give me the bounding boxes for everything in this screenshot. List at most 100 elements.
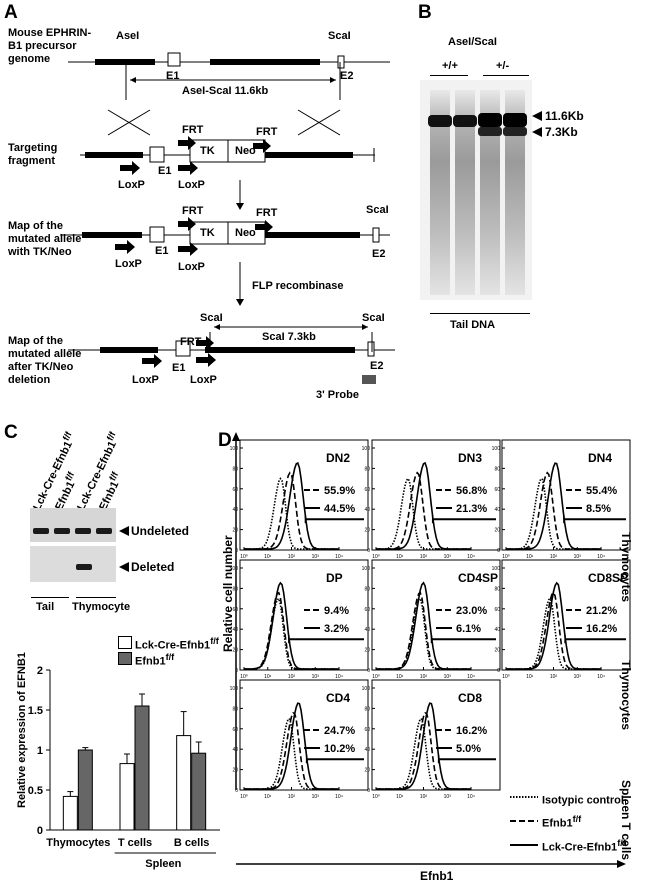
- flow-ytick-label: 0: [235, 788, 238, 794]
- flow-pct-solid: 8.5%: [586, 503, 611, 515]
- flow-pct-dashed: 55.4%: [586, 485, 617, 497]
- gel-arrows: [119, 526, 129, 572]
- flow-histogram-curve: [506, 462, 601, 550]
- deleted-label: Deleted: [131, 560, 175, 574]
- flow-xtick-label: 10²: [420, 554, 428, 560]
- flow-ytick-label: 0: [367, 788, 370, 794]
- scal-span: ScaI 7.3kb: [262, 331, 316, 343]
- lane-group-wt-bar: [430, 75, 468, 76]
- flow-ytick-label: 60: [494, 487, 500, 493]
- flow-panel-dp: 0 20 40 60 80 100 10⁰ 10¹ 10² 10³ 10⁴ DP 9.4% 3.2%: [230, 559, 369, 680]
- panel-a-label: A: [4, 2, 18, 23]
- flow-histogram-curve: [376, 702, 471, 790]
- flow-xtick-label: 10⁰: [240, 794, 248, 800]
- flow-xtick-label: 10¹: [396, 554, 404, 560]
- flow-ytick-label: 100: [230, 686, 239, 692]
- flow-pct-solid: 21.3%: [456, 503, 487, 515]
- scal-site-1: ScaI: [328, 30, 351, 42]
- flow-xtick-label: 10⁴: [467, 554, 475, 560]
- flow-panel-dn4: 0 20 40 60 80 100 10⁰ 10¹ 10² 10³ 10⁴ DN4 55.4% 8.5%: [492, 439, 631, 560]
- tail-dna-bar: [430, 313, 530, 314]
- flow-xtick-label: 10⁴: [597, 674, 605, 680]
- flow-pct-dashed: 9.4%: [324, 605, 349, 617]
- flow-panel-cd4sp: 0 20 40 60 80 100 10⁰ 10¹ 10² 10³ 10⁴ CD4SP 23.0% 6.1…: [362, 559, 501, 680]
- legend-swatch-efnb1: [118, 652, 132, 665]
- band-arrows: [532, 111, 542, 137]
- frt-label-1b: FRT: [256, 126, 278, 138]
- flow-xtick-label: 10⁰: [502, 554, 510, 560]
- targeting-label: Targeting fragment: [8, 142, 58, 167]
- flow-pct-dashed: 16.2%: [456, 725, 487, 737]
- targeting-diagram: [60, 52, 395, 384]
- flow-panel-dn3: 0 20 40 60 80 100 10⁰ 10¹ 10² 10³ 10⁴ DN3 56.8% 21.3%: [362, 439, 501, 560]
- flow-histogram-curve: [244, 461, 339, 550]
- flow-xtick-label: 10¹: [396, 794, 404, 800]
- flow-xtick-label: 10¹: [264, 674, 272, 680]
- e1-label-3: E1: [155, 245, 169, 257]
- flow-xlabel: Efnb1: [420, 869, 454, 883]
- pcr-gel: [30, 508, 116, 582]
- flow-xtick-label: 10¹: [526, 674, 534, 680]
- e1-label-1: E1: [166, 70, 180, 82]
- tk-label-2: TK: [200, 227, 215, 239]
- flow-pct-dashed: 56.8%: [456, 485, 487, 497]
- flow-panel-title: CD8SP: [588, 571, 628, 585]
- flow-ytick-label: 0: [367, 548, 370, 554]
- band-upper-label: 11.6Kb: [545, 109, 584, 123]
- mutated-label: Map of the mutated allele with TK/Neo: [8, 220, 82, 258]
- frt-label-1a: FRT: [182, 124, 204, 136]
- flow-xtick-label: 10⁴: [597, 554, 605, 560]
- flow-legend-isotype: Isotypic control: [542, 794, 624, 807]
- flow-legend-efnb1: Efnb1f/f: [542, 814, 582, 830]
- asel-site-1: AseI: [116, 30, 140, 42]
- flow-pct-solid: 3.2%: [324, 623, 349, 635]
- asel-scal-span: AseI-ScaI 11.6kb: [182, 85, 269, 97]
- flow-ytick-label: 40: [364, 507, 370, 513]
- flow-ytick-label: 0: [497, 548, 500, 554]
- scal-site-3: ScaI: [200, 312, 223, 324]
- loxp-label-3b: LoxP: [190, 374, 217, 386]
- flow-xtick-label: 10³: [574, 554, 582, 560]
- flow-x-axis-arrow: [617, 860, 626, 868]
- legend-label-efnb1: Efnb1f/f: [135, 652, 175, 668]
- flow-ytick-label: 100: [230, 566, 239, 572]
- neo-label-1: Neo: [235, 145, 256, 157]
- flow-panel-cd4: 0 20 40 60 80 100 10⁰ 10¹ 10² 10³ 10⁴ CD4 24.7% 10.2%: [230, 679, 369, 800]
- probe-label: 3' Probe: [316, 389, 359, 401]
- flow-xtick-label: 10²: [420, 794, 428, 800]
- flow-xtick-label: 10¹: [526, 554, 534, 560]
- flow-histogram-curve: [376, 461, 471, 550]
- flow-ytick-label: 100: [492, 446, 501, 452]
- bar-ytick-label: 0: [37, 825, 43, 837]
- flow-xtick-label: 10⁰: [372, 794, 380, 800]
- southern-blot: [420, 80, 532, 300]
- flow-xtick-label: 10²: [288, 554, 296, 560]
- flow-ytick-label: 60: [364, 487, 370, 493]
- bar-ytick-label: 2: [37, 665, 43, 677]
- band-lower-label: 7.3Kb: [545, 125, 578, 139]
- flow-panel-title: CD4SP: [458, 571, 498, 585]
- flow-pct-solid: 16.2%: [586, 623, 617, 635]
- tail-dna-label: Tail DNA: [450, 319, 496, 331]
- e2-label-2: E2: [372, 248, 386, 260]
- loxp-label-1a: LoxP: [118, 179, 145, 191]
- flow-xtick-label: 10³: [312, 674, 320, 680]
- flow-ytick-label: 40: [494, 627, 500, 633]
- flow-xtick-label: 10⁴: [467, 674, 475, 680]
- flow-ytick-label: 0: [497, 668, 500, 674]
- bar: [62, 795, 78, 831]
- frt-label-2a: FRT: [182, 205, 204, 217]
- bar-ytick-label: 1: [37, 745, 43, 757]
- gel-thymocyte-bar: [76, 597, 116, 598]
- bar-category-label: B cells: [174, 837, 209, 849]
- flp-label: FLP recombinase: [252, 280, 344, 292]
- flow-xtick-label: 10²: [288, 674, 296, 680]
- flow-legend-lck: Lck-Cre-Efnb1f/f: [542, 838, 626, 854]
- flow-pct-solid: 44.5%: [324, 503, 355, 515]
- flow-xtick-label: 10¹: [396, 674, 404, 680]
- flow-panel-frame: [371, 559, 501, 671]
- loxp-label-2b: LoxP: [178, 261, 205, 273]
- flow-xtick-label: 10⁰: [502, 674, 510, 680]
- tk-label-1: TK: [200, 145, 215, 157]
- flow-xtick-label: 10²: [288, 794, 296, 800]
